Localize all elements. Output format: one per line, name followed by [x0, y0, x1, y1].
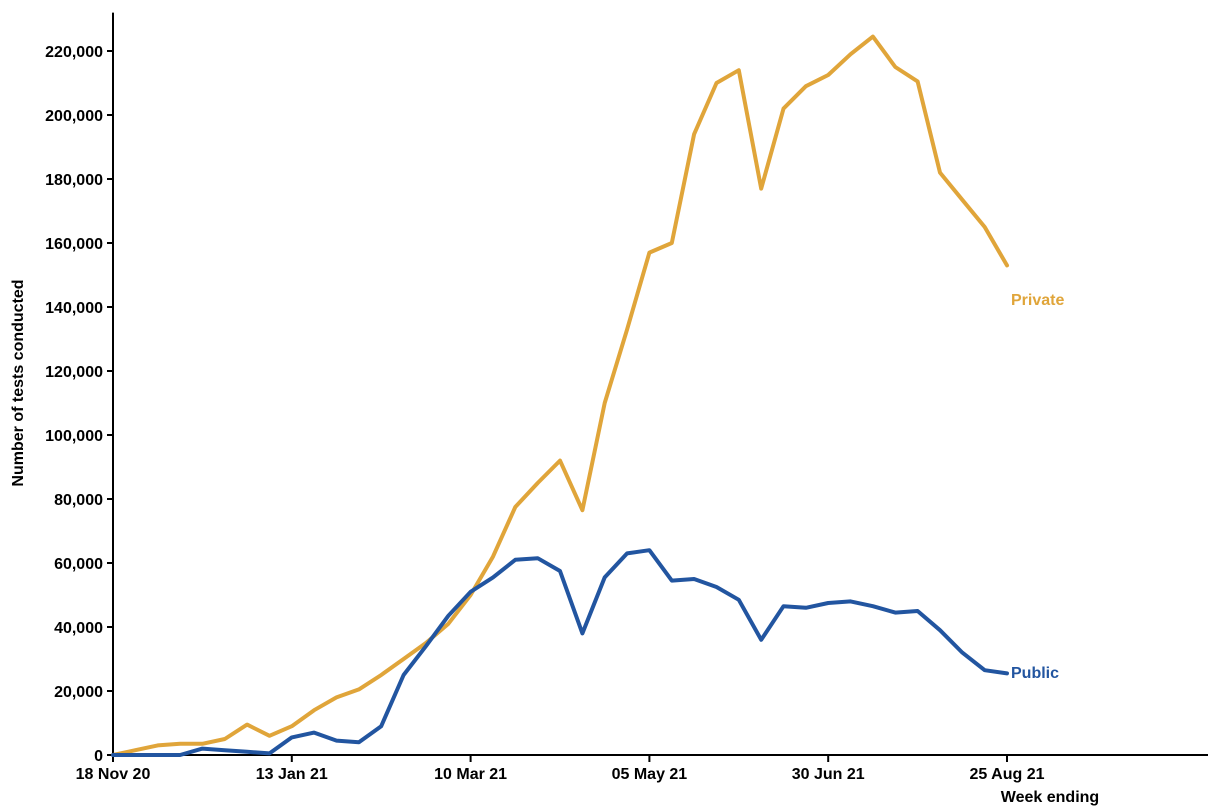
series-lines	[111, 34, 1009, 757]
y-tick-label: 120,000	[45, 364, 103, 381]
x-tick-label: 30 Jun 21	[792, 766, 865, 783]
y-ticks: 0 20,000 40,000 60,000 80,000 100,000 120,000 1…	[45, 44, 113, 765]
series-line-public	[111, 548, 1009, 757]
y-tick-label: 40,000	[54, 620, 103, 637]
x-tick-label: 13 Jan 21	[256, 766, 328, 783]
axes	[112, 12, 1208, 756]
x-tick-label: 05 May 21	[612, 766, 688, 783]
x-tick-label: 18 Nov 20	[76, 766, 151, 783]
y-tick-label: 60,000	[54, 556, 103, 573]
series-labels: Private Public	[1011, 292, 1064, 682]
series-label-private: Private	[1011, 292, 1064, 309]
y-tick-label: 100,000	[45, 428, 103, 445]
y-axis-title: Number of tests conducted	[10, 279, 27, 486]
y-tick-label: 80,000	[54, 492, 103, 509]
y-tick-label: 0	[94, 748, 103, 765]
y-tick-label: 140,000	[45, 300, 103, 317]
series-line-private	[111, 34, 1009, 757]
y-tick-label: 200,000	[45, 108, 103, 125]
y-tick-label: 160,000	[45, 236, 103, 253]
y-tick-label: 180,000	[45, 172, 103, 189]
series-label-public: Public	[1011, 665, 1059, 682]
x-axis-title: Week ending	[1001, 789, 1099, 806]
y-tick-label: 20,000	[54, 684, 103, 701]
x-ticks: 18 Nov 20 13 Jan 21 10 Mar 21 05 May 21 30 J…	[76, 755, 1045, 783]
x-tick-label: 10 Mar 21	[434, 766, 507, 783]
x-tick-label: 25 Aug 21	[970, 766, 1045, 783]
y-tick-label: 220,000	[45, 44, 103, 61]
